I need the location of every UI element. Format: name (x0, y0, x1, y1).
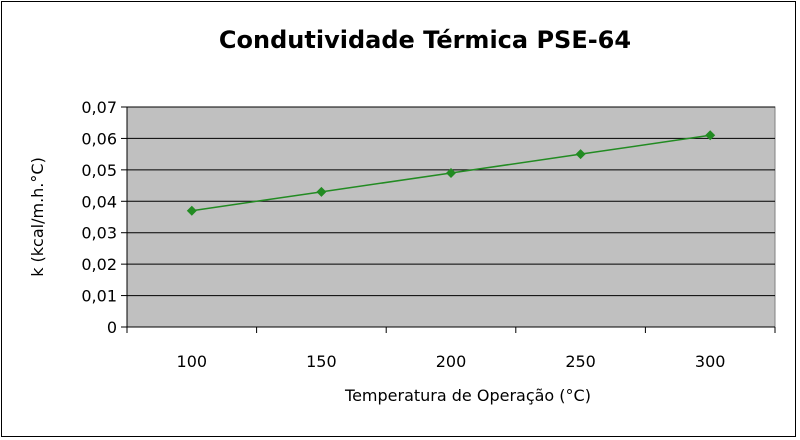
data-point-marker (446, 168, 456, 178)
x-tick-label: 300 (695, 352, 726, 371)
x-tick-label: 100 (177, 352, 208, 371)
y-tick-label: 0,01 (81, 287, 117, 306)
y-tick-label: 0,06 (81, 129, 117, 148)
y-tick-label: 0,05 (81, 161, 117, 180)
data-point-marker (705, 130, 716, 141)
x-tick-label: 200 (436, 352, 467, 371)
y-tick-label: 0,07 (81, 98, 117, 117)
plot-area: 0 0,01 0,02 0,03 0,04 0,05 0,06 0,07 100 150 200 25… (81, 98, 776, 371)
data-point-marker (575, 149, 586, 160)
data-point-marker (186, 205, 197, 216)
y-axis-label: k (kcal/m.h.°C) (28, 157, 47, 277)
chart-title: Condutividade Térmica PSE-64 (219, 26, 631, 54)
x-axis-label: Temperatura de Operação (°C) (344, 386, 591, 405)
plot-background (126, 106, 776, 328)
y-tick-label: 0,03 (81, 224, 117, 243)
y-tick-label: 0 (107, 318, 117, 337)
x-tick-label: 150 (306, 352, 337, 371)
data-point-marker (316, 186, 327, 197)
y-tick-label: 0,02 (81, 255, 117, 274)
y-tick-label: 0,04 (81, 192, 117, 211)
x-tick-label: 250 (565, 352, 596, 371)
